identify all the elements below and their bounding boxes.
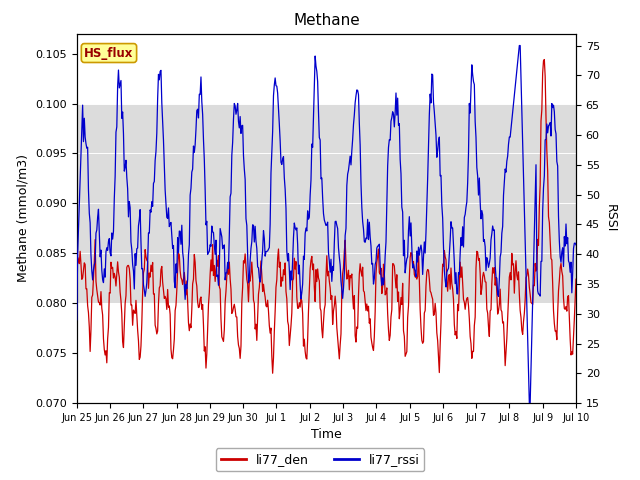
Legend: li77_den, li77_rssi: li77_den, li77_rssi (216, 448, 424, 471)
Y-axis label: Methane (mmol/m3): Methane (mmol/m3) (17, 155, 30, 282)
Y-axis label: RSSI: RSSI (604, 204, 616, 233)
X-axis label: Time: Time (311, 429, 342, 442)
Text: HS_flux: HS_flux (84, 47, 134, 60)
Bar (77, 104, 576, 303)
Title: Methane: Methane (293, 13, 360, 28)
